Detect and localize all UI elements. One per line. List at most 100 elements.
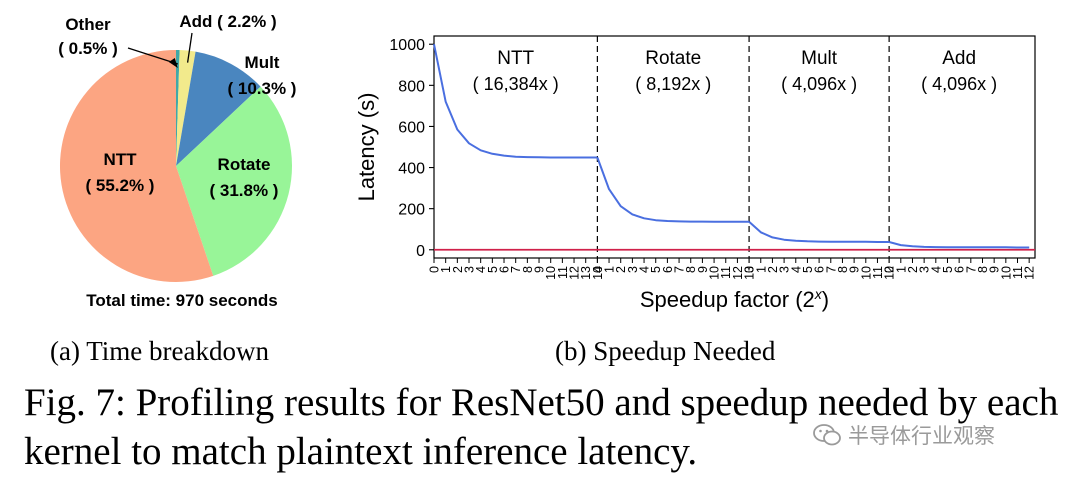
watermark: 半导体行业观察 <box>812 420 995 450</box>
pie-slice-other <box>176 50 180 166</box>
x-tick-label: 7 <box>824 266 838 273</box>
pie-slice-add <box>176 50 196 167</box>
y-tick-label: 1000 <box>389 37 425 54</box>
series-line-rotate <box>596 157 750 223</box>
pie-label-rotate: Rotate <box>218 155 271 174</box>
y-tick-label: 600 <box>398 119 425 136</box>
x-tick-label: 3 <box>463 266 477 273</box>
x-tick-label: 1 <box>894 266 908 273</box>
x-tick-label: 9 <box>696 266 710 273</box>
y-axis-label: Latency (s) <box>354 93 379 202</box>
x-tick-label: 10 <box>999 266 1013 280</box>
x-tick-label: 8 <box>836 266 850 273</box>
plot-frame <box>433 35 1036 259</box>
x-tick-label: 10 <box>859 266 873 280</box>
x-tick-label: 0 <box>883 266 897 273</box>
pie-label-ntt: NTT <box>103 150 137 169</box>
segment-label-ntt: NTT <box>497 48 534 69</box>
series-line-add <box>888 241 1030 249</box>
pie-slice-rotate <box>176 86 292 276</box>
x-tick-label: 7 <box>673 266 687 273</box>
x-tick-label: 10 <box>544 266 558 280</box>
pie-chart: Other ( 0.5% ) Add ( 2.2% ) Mult ( 10.3% ) Ro… <box>58 12 297 310</box>
x-tick-label: 0 <box>428 266 442 273</box>
x-axis-label-base: Speedup factor (2 <box>640 287 815 312</box>
x-tick-label: 4 <box>929 266 943 273</box>
x-tick-label: 13 <box>743 266 757 280</box>
pie-percent-ntt: ( 55.2% ) <box>86 176 155 195</box>
x-tick-label: 2 <box>614 266 628 273</box>
x-tick-label: 4 <box>638 266 652 273</box>
pie-label-mult: Mult <box>245 53 280 72</box>
x-tick-label: 6 <box>498 266 512 273</box>
x-tick-label: 13 <box>579 266 593 280</box>
x-tick-label: 10 <box>708 266 722 280</box>
subcaption-b: (b) Speedup Needed <box>555 336 776 366</box>
x-tick-label: 4 <box>474 266 488 273</box>
x-axis-label-sup: x <box>814 286 823 302</box>
pie-slice-ntt <box>59 50 214 282</box>
x-tick-label: 2 <box>451 266 465 273</box>
segment-factor-rotate: ( 8,192x ) <box>635 74 711 94</box>
segment-factor-add: ( 4,096x ) <box>921 74 997 94</box>
x-tick-label: 9 <box>533 266 547 273</box>
y-tick-label: 200 <box>398 202 425 219</box>
pie-percent-mult: ( 10.3% ) <box>228 79 297 98</box>
x-tick-label: 5 <box>649 266 663 273</box>
x-tick-label: 2 <box>906 266 920 273</box>
pie-percent-rotate: ( 31.8% ) <box>210 181 279 200</box>
watermark-text: 半导体行业观察 <box>848 425 995 448</box>
x-tick-label: 12 <box>568 266 582 280</box>
x-tick-label: 3 <box>626 266 640 273</box>
segment-label-add: Add <box>942 48 976 69</box>
x-tick-label: 7 <box>509 266 523 273</box>
x-tick-label: 2 <box>766 266 780 273</box>
x-tick-label: 8 <box>684 266 698 273</box>
x-tick-label: 4 <box>789 266 803 273</box>
pie-leader-add <box>186 32 193 63</box>
series-line-ntt <box>433 44 598 159</box>
pie-label-other: Other <box>65 15 111 34</box>
pie-leader-other <box>127 47 178 65</box>
x-tick-label: 7 <box>964 266 978 273</box>
x-tick-label: 14 <box>591 266 605 280</box>
x-tick-label: 6 <box>953 266 967 273</box>
segment-factor-mult: ( 4,096x ) <box>781 74 857 94</box>
x-tick-label: 11 <box>719 266 733 279</box>
x-tick-label: 8 <box>976 266 990 273</box>
subcaption-a: (a) Time breakdown <box>50 336 269 366</box>
x-tick-label: 12 <box>883 266 897 280</box>
y-tick-label: 400 <box>398 161 425 178</box>
x-tick-label: 11 <box>871 266 885 279</box>
x-tick-label: 0 <box>591 266 605 273</box>
x-tick-label: 1 <box>754 266 768 273</box>
y-tick-label: 800 <box>398 78 425 95</box>
pie-footnote: Total time: 970 seconds <box>86 291 277 310</box>
pie-percent-other: ( 0.5% ) <box>58 39 118 58</box>
pie-label-add: Add ( 2.2% ) <box>179 12 276 31</box>
line-chart: 0200400600800100001234567891011121314012… <box>354 35 1037 312</box>
x-tick-label: 9 <box>988 266 1002 273</box>
x-tick-label: 5 <box>801 266 815 273</box>
x-tick-label: 5 <box>486 266 500 273</box>
y-tick-label: 0 <box>416 243 425 260</box>
pie-arrow-other <box>168 58 178 68</box>
x-tick-label: 6 <box>813 266 827 273</box>
x-tick-label: 12 <box>731 266 745 280</box>
x-tick-label: 0 <box>743 266 757 273</box>
x-tick-label: 1 <box>603 266 617 273</box>
series-line-mult <box>748 221 890 243</box>
pie-slice-mult <box>176 51 261 166</box>
x-tick-label: 5 <box>941 266 955 273</box>
segment-factor-ntt: ( 16,384x ) <box>473 74 559 94</box>
wechat-icon <box>813 424 841 446</box>
x-tick-label: 11 <box>556 266 570 279</box>
x-tick-label: 1 <box>439 266 453 273</box>
x-tick-label: 12 <box>1023 266 1037 280</box>
x-tick-label: 6 <box>661 266 675 273</box>
x-axis-label-close: ) <box>822 287 829 312</box>
figure-caption: Fig. 7: Profiling results for ResNet50 a… <box>24 381 1059 473</box>
x-tick-label: 3 <box>918 266 932 273</box>
segment-label-mult: Mult <box>801 48 838 69</box>
x-tick-label: 9 <box>848 266 862 273</box>
